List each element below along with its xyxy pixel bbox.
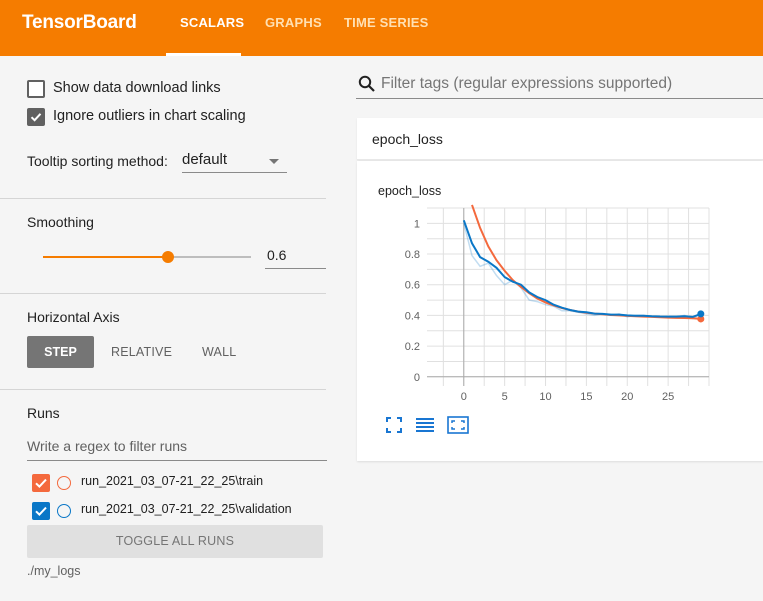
smoothing-label: Smoothing xyxy=(27,214,94,230)
divider xyxy=(0,389,326,390)
axis-wall-button[interactable]: WALL xyxy=(202,345,237,359)
y-tick-label: 0 xyxy=(414,372,420,384)
app-title: TensorBoard xyxy=(22,12,137,33)
chevron-down-icon[interactable] xyxy=(269,159,279,164)
show-download-links-checkbox[interactable] xyxy=(27,80,45,98)
smoothing-input-underline xyxy=(265,268,326,269)
chart-card: epoch_loss 0 5 10 15 20 25 0 0.2 0.4 0.6 0.8 1 xyxy=(357,161,763,461)
tag-filter-underline xyxy=(356,98,763,99)
tab-graphs[interactable]: GRAPHS xyxy=(265,15,322,30)
tab-scalars[interactable]: SCALARS xyxy=(180,15,245,30)
run-train-label: run_2021_03_07-21_22_25\train xyxy=(81,474,264,488)
sidebar: Show data download links Ignore outliers… xyxy=(0,56,341,601)
y-tick-label: 0.2 xyxy=(405,341,420,353)
active-tab-indicator xyxy=(166,53,241,56)
tag-filter-input[interactable]: Filter tags (regular expressions support… xyxy=(381,75,673,92)
runs-label: Runs xyxy=(27,405,60,421)
run-validation-color-icon xyxy=(57,504,71,518)
y-tick-label: 1 xyxy=(414,218,420,230)
smoothing-slider-track[interactable] xyxy=(168,256,251,258)
search-icon xyxy=(358,75,375,92)
series-line-validation xyxy=(462,219,702,318)
x-tick-label: 5 xyxy=(502,391,508,403)
tooltip-select-underline xyxy=(182,172,287,173)
top-app-bar: TensorBoard SCALARS GRAPHS TIME SERIES xyxy=(0,0,763,56)
run-train-color-icon xyxy=(57,476,71,490)
tab-time-series[interactable]: TIME SERIES xyxy=(344,15,429,30)
run-train-checkbox[interactable] xyxy=(32,474,50,492)
series-end-point-train xyxy=(697,315,705,323)
axis-step-button[interactable]: STEP xyxy=(27,336,94,368)
x-tick-label: 0 xyxy=(461,391,467,403)
checkmark-icon xyxy=(35,478,47,489)
horizontal-axis-label: Horizontal Axis xyxy=(27,309,120,325)
logdir-label: ./my_logs xyxy=(27,564,81,578)
divider xyxy=(0,198,326,199)
epoch-loss-chart: epoch_loss 0 5 10 15 20 25 0 0.2 0.4 0.6 0.8 1 xyxy=(378,184,710,403)
x-tick-label: 15 xyxy=(580,391,592,403)
ignore-outliers-checkbox[interactable] xyxy=(27,108,45,126)
run-validation-checkbox[interactable] xyxy=(32,502,50,520)
fit-domain-icon[interactable] xyxy=(386,417,402,433)
ignore-outliers-label: Ignore outliers in chart scaling xyxy=(53,108,246,124)
tooltip-sorting-select[interactable]: default xyxy=(182,151,228,168)
x-tick-label: 25 xyxy=(662,391,674,403)
card-header-title: epoch_loss xyxy=(372,131,443,147)
toggle-all-runs-button[interactable]: TOGGLE ALL RUNS xyxy=(27,525,323,558)
axis-relative-button[interactable]: RELATIVE xyxy=(111,345,173,359)
card-header[interactable]: epoch_loss xyxy=(357,118,763,160)
y-tick-label: 0.8 xyxy=(405,249,420,261)
smoothing-slider-handle[interactable] xyxy=(162,251,174,263)
smoothing-slider-track-active[interactable] xyxy=(43,256,168,258)
series-end-point-validation xyxy=(697,310,705,318)
runs-filter-underline xyxy=(27,460,327,461)
y-tick-label: 0.4 xyxy=(405,310,420,322)
y-tick-label: 0.6 xyxy=(405,280,420,292)
x-tick-label: 10 xyxy=(539,391,551,403)
tooltip-sorting-label: Tooltip sorting method: xyxy=(27,153,168,169)
runs-filter-input[interactable]: Write a regex to filter runs xyxy=(27,438,188,454)
checkmark-icon xyxy=(35,506,47,517)
checkmark-icon xyxy=(30,113,42,122)
log-scale-icon[interactable] xyxy=(416,417,434,433)
chart-title: epoch_loss xyxy=(378,184,441,198)
show-download-links-label: Show data download links xyxy=(53,80,221,96)
main-panel: Filter tags (regular expressions support… xyxy=(341,56,763,601)
divider xyxy=(0,293,326,294)
run-validation-label: run_2021_03_07-21_22_25\validation xyxy=(81,502,292,516)
smoothing-value-input[interactable]: 0.6 xyxy=(267,247,287,263)
x-tick-label: 20 xyxy=(621,391,633,403)
expand-icon[interactable] xyxy=(447,416,469,434)
